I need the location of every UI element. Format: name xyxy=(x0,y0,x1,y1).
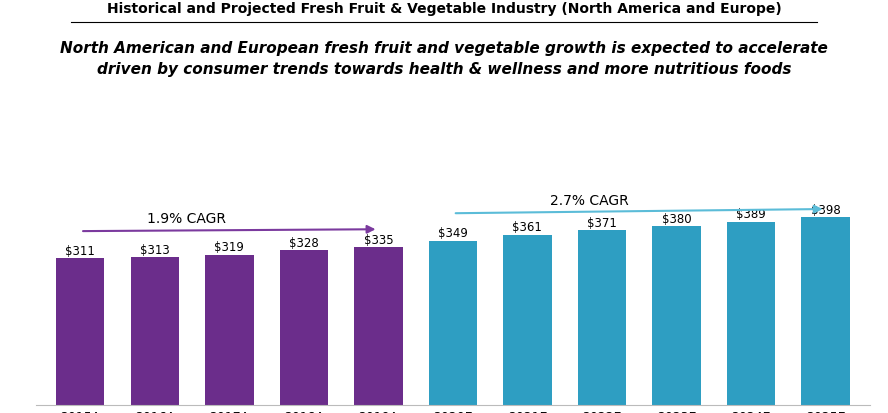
Text: $313: $313 xyxy=(140,244,170,256)
Text: $398: $398 xyxy=(811,204,840,216)
Text: $349: $349 xyxy=(438,227,468,240)
Bar xyxy=(578,230,626,405)
Bar xyxy=(653,226,701,405)
Text: $311: $311 xyxy=(66,244,95,257)
Text: $335: $335 xyxy=(363,233,393,246)
Text: $361: $361 xyxy=(512,221,543,234)
Text: North American and European fresh fruit and vegetable growth is expected to acce: North American and European fresh fruit … xyxy=(60,41,828,77)
Text: Historical and Projected Fresh Fruit & Vegetable Industry (North America and Eur: Historical and Projected Fresh Fruit & V… xyxy=(107,2,781,16)
Bar xyxy=(726,222,775,405)
Bar xyxy=(429,241,477,405)
Bar xyxy=(354,247,402,405)
Text: $371: $371 xyxy=(587,216,617,229)
Bar xyxy=(801,218,850,405)
Bar xyxy=(56,259,105,405)
Text: $389: $389 xyxy=(736,208,765,221)
Text: 1.9% CAGR: 1.9% CAGR xyxy=(147,211,226,225)
Bar xyxy=(280,251,328,405)
Bar xyxy=(503,235,551,405)
Bar xyxy=(205,255,253,405)
Text: $319: $319 xyxy=(214,241,244,254)
Text: $380: $380 xyxy=(662,212,691,225)
Text: $328: $328 xyxy=(289,236,319,249)
Text: 2.7% CAGR: 2.7% CAGR xyxy=(550,193,629,207)
Bar xyxy=(131,258,179,405)
